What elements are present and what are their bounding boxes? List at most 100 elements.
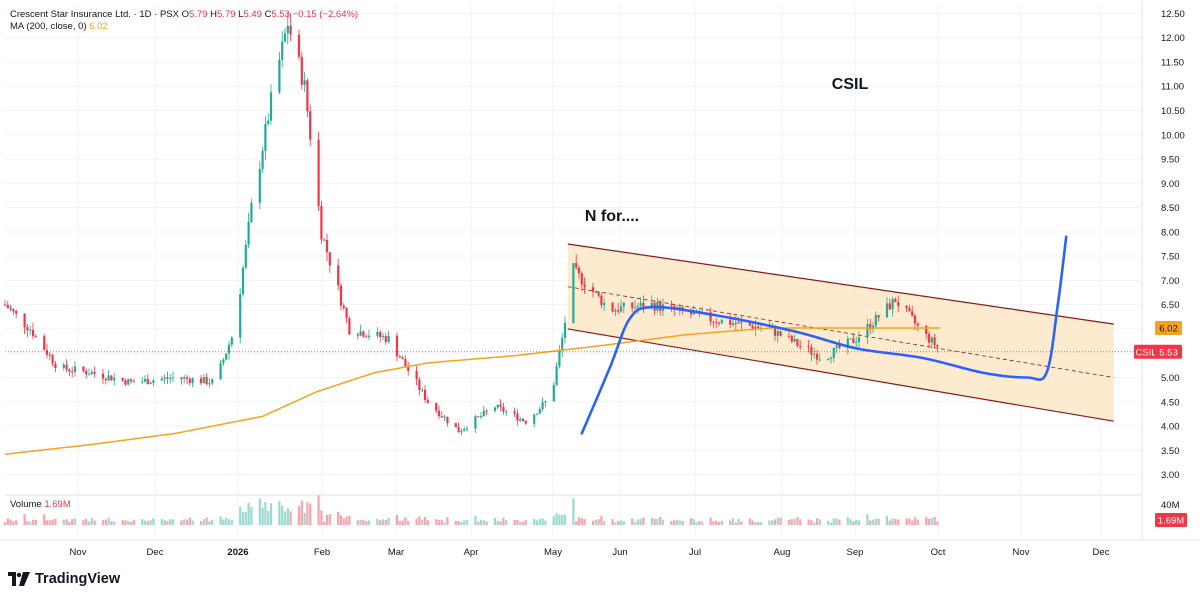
volume-bar <box>261 507 264 525</box>
candle-body <box>888 303 891 310</box>
volume-bar <box>34 519 37 525</box>
candle-body <box>689 310 693 315</box>
volume-bar <box>6 518 9 525</box>
ma-legend[interactable]: MA (200, close, 0) 6.02 <box>10 21 108 32</box>
volume-legend[interactable]: Volume 1.69M <box>10 499 71 510</box>
candle-body <box>709 312 712 322</box>
candle-body <box>913 315 917 324</box>
y-tick-label: 3.50 <box>1161 446 1180 457</box>
volume-bar <box>367 520 371 525</box>
volume-bar <box>603 520 606 525</box>
volume-bar <box>731 518 735 525</box>
symbol-badge: CSIL <box>1135 347 1156 358</box>
x-tick-label: 2026 <box>227 547 248 558</box>
candle-body <box>720 319 723 324</box>
candle-body <box>278 59 281 93</box>
symbol-legend[interactable]: Crescent Star Insurance Ltd. · 1D · PSX … <box>10 9 358 20</box>
volume-badge: 1.69M <box>1158 516 1184 527</box>
volume-bar <box>650 517 653 525</box>
candle-body <box>239 294 242 338</box>
candle-body <box>818 359 821 361</box>
candle-body <box>34 336 37 338</box>
candle-body <box>395 335 399 357</box>
volume-bar <box>479 519 483 525</box>
volume-bar <box>188 517 191 525</box>
candle-body <box>110 375 113 381</box>
candle-body <box>387 335 390 342</box>
candle-body <box>474 416 477 429</box>
candle-body <box>43 336 46 350</box>
candle-body <box>611 302 614 312</box>
x-tick-label: Nov <box>70 547 87 558</box>
last-price-badge: 5.53 <box>1159 347 1178 358</box>
volume-bar <box>692 518 695 525</box>
x-tick-label: Feb <box>314 547 330 558</box>
candle-body <box>832 347 835 358</box>
candle-body <box>323 239 326 241</box>
ma-price-badge: 6.02 <box>1159 323 1178 334</box>
candle-body <box>533 414 536 424</box>
tradingview-logo[interactable]: TradingView <box>8 571 120 587</box>
candle-body <box>813 353 816 355</box>
volume-bar <box>575 521 578 525</box>
volume-bar <box>729 520 732 525</box>
volume-bar <box>519 521 522 525</box>
regression-channel <box>567 243 1114 422</box>
volume-bar <box>513 519 516 525</box>
candle-body <box>342 305 345 309</box>
volume-bar <box>463 520 466 525</box>
volume-bar <box>759 522 763 525</box>
volume-bar <box>670 520 673 525</box>
y-tick-label: 4.00 <box>1161 422 1180 433</box>
ticker-annotation: CSIL <box>832 76 869 93</box>
volume-bar <box>460 522 463 525</box>
candle-body <box>146 379 149 385</box>
volume-bar <box>384 519 387 525</box>
channel-fill <box>567 244 1114 422</box>
candle-body <box>552 384 555 402</box>
volume-bar <box>482 520 485 525</box>
candle-body <box>171 377 175 379</box>
volume-bar <box>48 520 51 525</box>
volume-bar <box>790 519 793 525</box>
candle-body <box>440 416 443 418</box>
y-tick-label: 4.50 <box>1161 397 1180 408</box>
candle-body <box>379 331 382 337</box>
candle-body <box>561 337 564 352</box>
volume-bar <box>681 520 684 525</box>
volume-bar <box>541 518 544 525</box>
volume-bar <box>533 518 536 525</box>
volume-bar <box>768 520 771 525</box>
candle-body <box>68 369 71 372</box>
volume-bar <box>104 519 107 525</box>
volume-bar <box>407 520 410 525</box>
volume-bar <box>874 518 877 525</box>
candle-body <box>513 411 516 414</box>
volume-bar <box>799 519 802 525</box>
volume-bar <box>521 521 525 525</box>
candle-body <box>779 331 782 336</box>
candle-body <box>205 377 208 385</box>
x-tick-label: Oct <box>931 547 946 558</box>
volume-bar <box>852 521 855 525</box>
volume-bar <box>776 517 779 525</box>
candle-body <box>339 285 343 306</box>
volume-bar <box>317 495 320 525</box>
volume-bar <box>54 518 57 525</box>
candle-body <box>384 336 387 342</box>
volume-bar <box>827 520 830 525</box>
candle-body <box>650 302 653 309</box>
candle-body <box>891 298 894 310</box>
volume-bar <box>127 520 130 525</box>
volume-bar <box>642 517 645 525</box>
volume-bar <box>846 517 849 525</box>
candle-body <box>345 308 348 319</box>
x-tick-label: Dec <box>147 547 164 558</box>
volume-bar <box>933 516 936 525</box>
candle-body <box>129 379 133 382</box>
volume-bar <box>810 520 813 525</box>
volume-bar <box>110 521 113 525</box>
ma-price-badge-bg <box>1155 320 1182 335</box>
volume-bar <box>90 518 93 525</box>
